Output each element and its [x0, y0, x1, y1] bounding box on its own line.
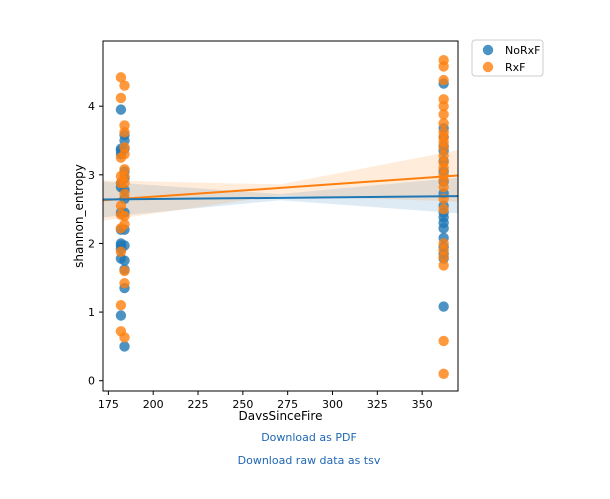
data-point-rxf — [115, 246, 127, 257]
ci-band-rxf — [103, 150, 458, 221]
confidence-bands — [103, 150, 458, 221]
y-axis: 0 1 2 3 4 — [88, 100, 103, 388]
regression-line-norxf — [103, 195, 458, 201]
data-point-rxf — [115, 300, 127, 311]
data-point-rxf — [438, 260, 449, 271]
x-tick-label: 275 — [277, 398, 298, 411]
y-tick-label: 4 — [88, 100, 95, 113]
legend-marker-norxf — [482, 44, 494, 56]
data-point-rxf — [438, 203, 449, 215]
legend-label-norxf: NoRxF — [505, 44, 540, 57]
x-tick-label: 300 — [322, 398, 343, 411]
data-point-rxf — [438, 118, 449, 129]
data-point-rxf — [115, 72, 127, 83]
x-axis: 175 200 225 250 275 300 325 350 — [98, 391, 433, 411]
data-point-rxf — [115, 92, 127, 104]
x-tick-label: 225 — [188, 398, 209, 411]
data-point-norxf — [115, 310, 127, 321]
download-tsv-link[interactable]: Download raw data as tsv — [237, 454, 381, 467]
x-tick-label: 325 — [367, 398, 388, 411]
y-tick-label: 0 — [88, 375, 95, 388]
data-point-rxf — [438, 74, 449, 86]
legend-label-rxf: RxF — [505, 61, 525, 74]
scatter-plot: 175 200 225 250 275 300 325 350 0 1 2 3 4 DaysSince… — [72, 39, 544, 420]
data-point-norxf — [119, 255, 130, 266]
data-point-rxf — [119, 278, 130, 289]
data-point-norxf — [115, 104, 127, 115]
y-axis-label: shannon_entropy — [72, 164, 86, 268]
regression-line-rxf — [103, 174, 458, 202]
data-point-rxf — [119, 265, 130, 277]
data-points — [115, 55, 449, 380]
data-point-rxf — [119, 188, 130, 200]
data-point-rxf — [119, 80, 130, 91]
data-point-rxf — [119, 127, 130, 138]
data-point-rxf — [115, 200, 127, 211]
data-point-rxf — [438, 368, 449, 380]
data-point-norxf — [438, 223, 449, 234]
data-point-rxf — [438, 181, 449, 193]
regression-lines — [103, 174, 458, 202]
data-point-rxf — [438, 142, 449, 153]
x-tick-label: 350 — [412, 398, 433, 411]
data-point-norxf — [119, 341, 130, 352]
download-pdf-link[interactable]: Download as PDF — [261, 431, 357, 444]
y-tick-label: 2 — [88, 237, 95, 250]
data-point-rxf — [438, 100, 449, 112]
axes-frame — [102, 40, 459, 392]
data-point-rxf — [438, 251, 449, 263]
data-point-rxf — [119, 332, 130, 343]
y-tick-label: 3 — [88, 169, 95, 182]
x-tick-label: 250 — [232, 398, 253, 411]
data-point-rxf — [119, 177, 130, 189]
x-axis-label: DaysSinceFire — [239, 409, 323, 420]
data-point-rxf — [438, 61, 449, 72]
data-point-norxf — [438, 301, 449, 312]
data-point-rxf — [119, 219, 130, 230]
legend-marker-rxf — [482, 61, 494, 73]
x-tick-label: 175 — [98, 398, 119, 411]
x-tick-label: 200 — [143, 398, 164, 411]
data-point-rxf — [119, 149, 130, 160]
y-tick-label: 1 — [88, 306, 95, 319]
data-point-rxf — [438, 335, 449, 347]
data-point-rxf — [119, 210, 130, 222]
legend: NoRxF RxF — [471, 39, 544, 77]
data-point-rxf — [438, 109, 449, 120]
